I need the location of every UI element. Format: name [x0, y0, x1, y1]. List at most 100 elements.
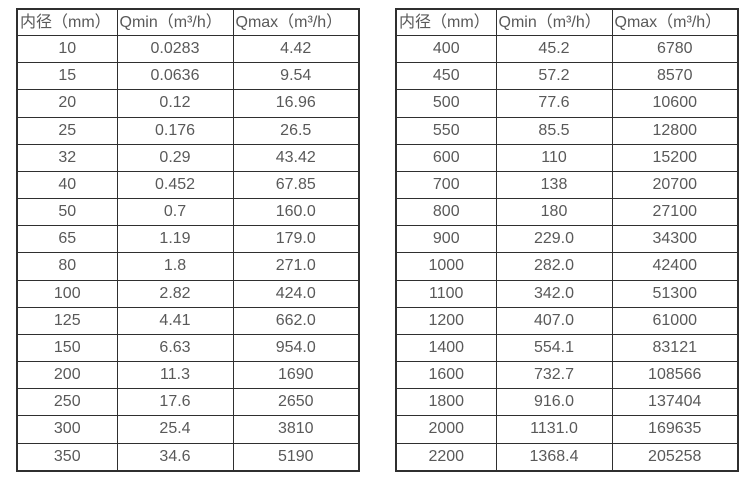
- table-row: 250 17.6 2650: [16, 388, 360, 417]
- cell-diameter: 450: [395, 62, 497, 91]
- table-row: 600 110 15200: [395, 143, 739, 172]
- cell-diameter: 15: [16, 62, 118, 91]
- table-row: 2200 1368.4 205258: [395, 442, 739, 472]
- cell-qmax: 169635: [611, 415, 739, 444]
- cell-qmax: 271.0: [232, 252, 360, 281]
- cell-qmax: 61000: [611, 306, 739, 335]
- col-header-qmax: Qmax（m³/h）: [611, 8, 739, 36]
- cell-qmax: 16.96: [232, 89, 360, 118]
- table-row: 20 0.12 16.96: [16, 89, 360, 118]
- cell-qmin: 0.7: [116, 198, 234, 227]
- table-row: 10 0.0283 4.42: [16, 34, 360, 64]
- table-row: 400 45.2 6780: [395, 34, 739, 64]
- flow-spec-table-left: 内径（mm） Qmin（m³/h） Qmax（m³/h） 10 0.0283 4.4…: [16, 8, 360, 472]
- cell-diameter: 800: [395, 198, 497, 227]
- cell-qmax: 42400: [611, 252, 739, 281]
- table-row: 50 0.7 160.0: [16, 198, 360, 227]
- cell-diameter: 1800: [395, 388, 497, 417]
- cell-qmin: 0.176: [116, 116, 234, 145]
- cell-qmin: 2.82: [116, 279, 234, 308]
- table-row: 125 4.41 662.0: [16, 306, 360, 335]
- table-row: 550 85.5 12800: [395, 116, 739, 145]
- cell-qmin: 916.0: [495, 388, 613, 417]
- table-row: 800 180 27100: [395, 198, 739, 227]
- cell-qmax: 12800: [611, 116, 739, 145]
- header-row: 内径（mm） Qmin（m³/h） Qmax（m³/h）: [395, 8, 739, 36]
- cell-qmax: 67.85: [232, 170, 360, 200]
- cell-qmax: 4.42: [232, 34, 360, 64]
- cell-qmin: 0.0636: [116, 62, 234, 91]
- cell-diameter: 1200: [395, 306, 497, 335]
- col-header-diameter: 内径（mm）: [395, 8, 497, 36]
- table-row: 80 1.8 271.0: [16, 252, 360, 281]
- cell-qmin: 85.5: [495, 116, 613, 145]
- table-row: 1100 342.0 51300: [395, 279, 739, 308]
- cell-diameter: 32: [16, 143, 118, 172]
- cell-qmax: 954.0: [232, 333, 360, 363]
- cell-diameter: 25: [16, 116, 118, 145]
- cell-qmin: 342.0: [495, 279, 613, 308]
- cell-diameter: 10: [16, 34, 118, 64]
- cell-qmin: 1368.4: [495, 442, 613, 472]
- table-row: 15 0.0636 9.54: [16, 62, 360, 91]
- cell-qmax: 424.0: [232, 279, 360, 308]
- cell-diameter: 80: [16, 252, 118, 281]
- table-row: 300 25.4 3810: [16, 415, 360, 444]
- cell-diameter: 20: [16, 89, 118, 118]
- cell-diameter: 65: [16, 225, 118, 254]
- cell-qmax: 9.54: [232, 62, 360, 91]
- cell-diameter: 100: [16, 279, 118, 308]
- cell-diameter: 350: [16, 442, 118, 472]
- cell-qmin: 407.0: [495, 306, 613, 335]
- table-row: 65 1.19 179.0: [16, 225, 360, 254]
- cell-qmax: 8570: [611, 62, 739, 91]
- table-row: 500 77.6 10600: [395, 89, 739, 118]
- table-row: 40 0.452 67.85: [16, 170, 360, 200]
- cell-qmin: 0.452: [116, 170, 234, 200]
- table-row: 700 138 20700: [395, 170, 739, 200]
- table-row: 350 34.6 5190: [16, 442, 360, 472]
- table-row: 32 0.29 43.42: [16, 143, 360, 172]
- cell-qmin: 1.19: [116, 225, 234, 254]
- cell-qmin: 138: [495, 170, 613, 200]
- cell-qmin: 1.8: [116, 252, 234, 281]
- cell-qmax: 160.0: [232, 198, 360, 227]
- cell-diameter: 125: [16, 306, 118, 335]
- cell-diameter: 250: [16, 388, 118, 417]
- table-row: 1000 282.0 42400: [395, 252, 739, 281]
- cell-diameter: 400: [395, 34, 497, 64]
- cell-qmin: 110: [495, 143, 613, 172]
- table-row: 100 2.82 424.0: [16, 279, 360, 308]
- table-row: 2000 1131.0 169635: [395, 415, 739, 444]
- cell-qmin: 554.1: [495, 333, 613, 363]
- cell-diameter: 40: [16, 170, 118, 200]
- cell-qmin: 0.29: [116, 143, 234, 172]
- cell-qmax: 662.0: [232, 306, 360, 335]
- cell-diameter: 500: [395, 89, 497, 118]
- cell-diameter: 600: [395, 143, 497, 172]
- cell-qmin: 732.7: [495, 361, 613, 390]
- cell-diameter: 50: [16, 198, 118, 227]
- cell-diameter: 1400: [395, 333, 497, 363]
- cell-qmin: 77.6: [495, 89, 613, 118]
- cell-qmin: 229.0: [495, 225, 613, 254]
- cell-qmax: 2650: [232, 388, 360, 417]
- table-row: 900 229.0 34300: [395, 225, 739, 254]
- flow-spec-table-right: 内径（mm） Qmin（m³/h） Qmax（m³/h） 400 45.2 6780…: [395, 8, 739, 472]
- table-row: 1200 407.0 61000: [395, 306, 739, 335]
- cell-qmax: 51300: [611, 279, 739, 308]
- table-row: 1600 732.7 108566: [395, 361, 739, 390]
- col-header-qmin: Qmin（m³/h）: [116, 8, 234, 36]
- cell-qmax: 1690: [232, 361, 360, 390]
- cell-qmin: 17.6: [116, 388, 234, 417]
- cell-qmax: 205258: [611, 442, 739, 472]
- cell-qmax: 34300: [611, 225, 739, 254]
- cell-qmax: 10600: [611, 89, 739, 118]
- cell-qmin: 11.3: [116, 361, 234, 390]
- cell-qmin: 6.63: [116, 333, 234, 363]
- cell-diameter: 300: [16, 415, 118, 444]
- cell-qmax: 20700: [611, 170, 739, 200]
- cell-qmin: 57.2: [495, 62, 613, 91]
- cell-qmin: 180: [495, 198, 613, 227]
